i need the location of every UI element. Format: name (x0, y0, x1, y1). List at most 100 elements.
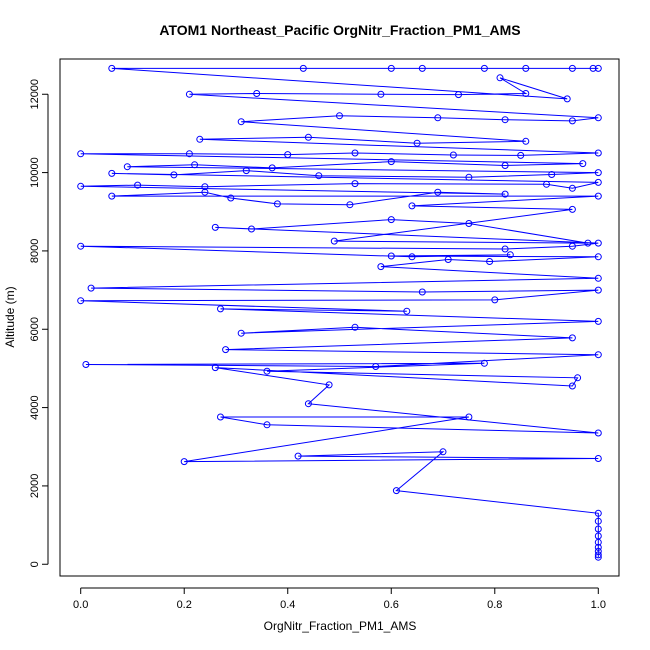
data-point (237, 329, 245, 337)
data-point (594, 532, 602, 540)
data-point (568, 205, 576, 213)
data-point (449, 151, 457, 159)
data-point (237, 118, 245, 126)
data-point (387, 216, 395, 224)
data-point (170, 171, 178, 179)
x-tick-label: 0.8 (487, 599, 502, 611)
data-point (480, 64, 488, 72)
data-point (211, 223, 219, 231)
data-point (336, 112, 343, 120)
data-point (196, 135, 204, 143)
data-point (387, 158, 395, 166)
y-axis-label: Altitude (m) (3, 286, 17, 347)
data-point (594, 64, 602, 72)
data-point (299, 64, 307, 72)
data-point (480, 359, 488, 367)
data-point (491, 296, 499, 304)
data-point (108, 192, 116, 200)
data-point (574, 374, 582, 382)
data-point (330, 237, 338, 245)
data-point (242, 167, 250, 175)
data-point (568, 334, 576, 342)
y-tick-label: 4000 (29, 395, 41, 419)
data-point (377, 90, 385, 98)
data-point (217, 413, 224, 421)
data-point (594, 169, 602, 177)
data-point (413, 139, 421, 147)
data-point (201, 183, 209, 191)
data-point (372, 363, 380, 370)
data-point (304, 400, 312, 408)
data-point (434, 114, 442, 122)
y-tick-label: 8000 (29, 239, 41, 263)
data-point (594, 149, 602, 157)
data-point (408, 202, 416, 210)
data-point (403, 307, 411, 315)
data-point (522, 64, 530, 72)
data-point (594, 114, 602, 122)
plot-lines (80, 67, 599, 558)
data-point (568, 184, 576, 192)
data-point (455, 91, 462, 99)
y-axis: 0 2000 4000 6000 8000 10000 12000 (29, 79, 49, 567)
data-point (594, 351, 602, 359)
x-tick-label: 1.0 (591, 599, 606, 611)
data-point (579, 160, 587, 168)
data-point (387, 252, 395, 260)
data-point (584, 239, 592, 247)
data-point (522, 137, 530, 145)
data-point (284, 151, 292, 159)
data-point (185, 150, 193, 158)
data-point (418, 64, 426, 72)
plot-points (77, 64, 602, 561)
data-point (594, 455, 602, 462)
data-point (501, 162, 509, 169)
series-line (80, 67, 599, 558)
x-axis: 0.0 0.2 0.4 0.6 0.8 1.0 (73, 587, 606, 611)
x-tick-label: 0.0 (73, 599, 88, 611)
data-point (346, 201, 354, 209)
data-point (594, 543, 602, 551)
y-tick-label: 12000 (29, 79, 41, 110)
data-point (351, 149, 359, 157)
data-point (248, 225, 255, 233)
data-point (496, 74, 504, 82)
data-point (594, 551, 602, 559)
data-point (434, 188, 442, 196)
data-point (351, 180, 359, 188)
data-point (501, 116, 509, 124)
data-point (77, 297, 85, 305)
data-point (418, 288, 426, 296)
data-point (217, 305, 224, 313)
data-point (408, 253, 416, 261)
data-point (123, 163, 131, 171)
data-point (108, 64, 116, 72)
data-point (548, 171, 556, 178)
y-tick-label: 10000 (29, 157, 41, 188)
data-point (185, 90, 193, 98)
x-tick-label: 0.4 (280, 599, 295, 611)
data-point (517, 151, 525, 159)
data-point (377, 263, 385, 271)
data-point (439, 448, 447, 456)
data-point (294, 452, 302, 460)
data-point (77, 242, 85, 250)
data-point (82, 361, 90, 368)
data-point (522, 90, 530, 97)
plot-frame (59, 58, 620, 577)
data-point (304, 133, 312, 141)
x-axis-label: OrgNitr_Fraction_PM1_AMS (264, 619, 417, 633)
data-point (444, 256, 452, 263)
data-point (594, 286, 602, 294)
data-point (191, 161, 199, 169)
y-tick-label: 6000 (29, 317, 41, 341)
x-tick-label: 0.6 (384, 599, 399, 611)
data-point (594, 192, 602, 200)
data-point (77, 150, 85, 158)
y-tick-label: 2000 (29, 474, 41, 498)
data-point (211, 364, 219, 372)
data-point (351, 323, 359, 331)
data-point (501, 190, 509, 198)
data-point (568, 382, 576, 390)
